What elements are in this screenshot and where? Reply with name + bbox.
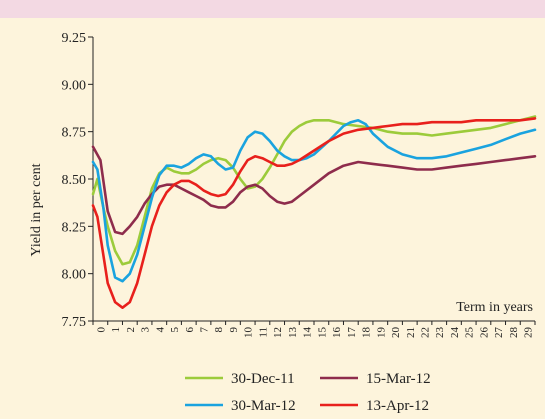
legend-label: 30-Mar-12 [231, 398, 296, 414]
legend-label: 30-Dec-11 [231, 371, 295, 387]
y-tick-label: 9.00 [62, 78, 87, 93]
x-tick-label: 1 [110, 327, 122, 333]
x-tick-label: 24 [449, 327, 461, 339]
x-tick-label: 23 [434, 327, 446, 339]
series-lines [91, 115, 537, 309]
x-tick-label: 14 [302, 327, 314, 339]
x-tick-label: 17 [346, 327, 358, 339]
legend-label: 15-Mar-12 [366, 371, 431, 387]
x-tick-label: 7 [199, 327, 211, 333]
y-tick-label: 8.25 [62, 220, 87, 235]
axis-labels: Yield in per cent Term in years [29, 163, 533, 315]
x-tick-label: 15 [316, 327, 328, 339]
y-axis-title: Yield in per cent [29, 163, 44, 256]
y-tick-label: 8.00 [62, 268, 87, 283]
legend: 30-Dec-11 15-Mar-12 30-Mar-12 13-Apr-12 [185, 371, 431, 414]
x-tick-label: 8 [213, 327, 225, 333]
legend-label: 13-Apr-12 [366, 398, 429, 414]
series-line-30-dec-11 [91, 115, 537, 266]
x-tick-label: 26 [478, 327, 490, 339]
x-tick-label: 22 [420, 327, 432, 338]
x-tick-label: 10 [243, 327, 255, 339]
x-tick-label: 5 [169, 327, 181, 333]
x-tick-label: 13 [287, 327, 299, 339]
x-tick-label: 29 [523, 327, 535, 339]
x-tick-label: 27 [493, 326, 505, 338]
x-tick-label: 0 [95, 327, 107, 333]
x-tick-label: 18 [361, 327, 373, 339]
x-tick-label: 25 [464, 327, 476, 339]
y-tick-label: 8.75 [62, 126, 87, 141]
x-axis-title: Term in years [456, 300, 533, 315]
series-line-30-mar-12 [91, 119, 537, 283]
x-tick-label: 21 [405, 327, 417, 338]
x-tick-label: 28 [508, 327, 520, 339]
header-band [0, 0, 545, 18]
x-tick-label: 2 [125, 327, 137, 333]
x-tick-label: 12 [272, 327, 284, 338]
series-line-15-mar-12 [91, 145, 537, 236]
x-tick-label: 11 [257, 327, 269, 338]
x-tick-label: 9 [228, 327, 240, 333]
x-tick-label: 20 [390, 327, 402, 339]
series-line-13-apr-12 [91, 117, 537, 309]
x-tick-label: 4 [154, 327, 166, 333]
y-tick-label: 8.50 [62, 173, 87, 188]
x-tick-label: 19 [375, 327, 387, 339]
y-tick-label: 9.25 [62, 31, 87, 46]
axes: 7.758.008.258.508.759.009.250 1 2 3 4 5 6 7 8 9 10… [62, 31, 536, 338]
x-tick-label: 16 [331, 327, 343, 339]
x-tick-label: 3 [140, 327, 152, 333]
y-tick-label: 7.75 [62, 315, 87, 330]
x-tick-label: 6 [184, 327, 196, 333]
